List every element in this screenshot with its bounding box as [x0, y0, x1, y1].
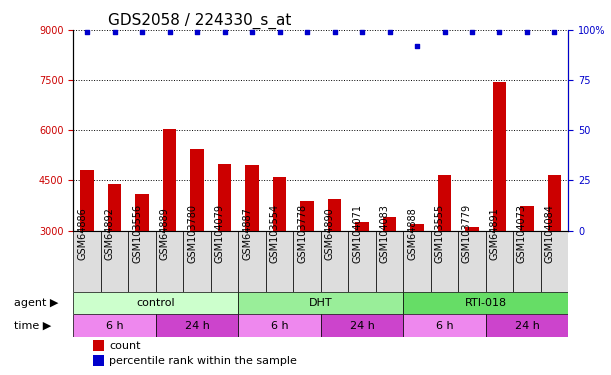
Bar: [93, 340, 104, 351]
Text: GSM103556: GSM103556: [132, 204, 142, 263]
Text: GSM64887: GSM64887: [242, 207, 252, 260]
Text: control: control: [136, 298, 175, 308]
Bar: [266, 231, 293, 291]
Bar: [73, 315, 156, 338]
Bar: [273, 177, 287, 231]
Text: time ▶: time ▶: [14, 321, 51, 331]
Bar: [486, 231, 513, 291]
Bar: [73, 231, 101, 291]
Bar: [80, 171, 94, 231]
Point: [110, 29, 120, 35]
Text: 6 h: 6 h: [106, 321, 123, 331]
Point: [302, 29, 312, 35]
Bar: [541, 231, 568, 291]
Text: agent ▶: agent ▶: [14, 298, 58, 308]
Point: [275, 29, 285, 35]
Text: DHT: DHT: [309, 298, 332, 308]
Text: GSM103779: GSM103779: [462, 204, 472, 263]
Point: [82, 29, 92, 35]
Bar: [382, 217, 397, 231]
Bar: [355, 222, 369, 231]
Bar: [156, 315, 238, 338]
Bar: [238, 315, 321, 338]
Text: 6 h: 6 h: [436, 321, 453, 331]
Text: RTI-018: RTI-018: [465, 298, 507, 308]
Point: [357, 29, 367, 35]
Bar: [431, 231, 458, 291]
Bar: [486, 315, 568, 338]
Bar: [135, 194, 149, 231]
Point: [165, 29, 175, 35]
Point: [137, 29, 147, 35]
Bar: [513, 231, 541, 291]
Text: GSM64890: GSM64890: [324, 207, 335, 260]
Point: [192, 29, 202, 35]
Bar: [245, 165, 259, 231]
Point: [220, 29, 230, 35]
Point: [550, 29, 560, 35]
Text: GDS2058 / 224330_s_at: GDS2058 / 224330_s_at: [108, 12, 291, 28]
Bar: [410, 224, 424, 231]
Bar: [327, 199, 342, 231]
Bar: [190, 149, 204, 231]
Bar: [183, 231, 211, 291]
Bar: [492, 82, 507, 231]
Bar: [108, 184, 122, 231]
Point: [495, 29, 505, 35]
Text: GSM64892: GSM64892: [104, 207, 115, 260]
Bar: [101, 231, 128, 291]
Text: GSM103778: GSM103778: [297, 204, 307, 263]
Text: GSM64886: GSM64886: [77, 207, 87, 260]
Bar: [93, 356, 104, 366]
Text: GSM64888: GSM64888: [407, 207, 417, 260]
Point: [330, 29, 340, 35]
Text: 6 h: 6 h: [271, 321, 288, 331]
Text: 24 h: 24 h: [349, 321, 375, 331]
Bar: [211, 231, 238, 291]
Bar: [437, 176, 452, 231]
Point: [467, 29, 477, 35]
Bar: [465, 227, 479, 231]
Bar: [128, 231, 156, 291]
Bar: [156, 231, 183, 291]
Text: percentile rank within the sample: percentile rank within the sample: [109, 356, 297, 366]
Text: count: count: [109, 341, 141, 351]
Text: GSM104084: GSM104084: [544, 204, 555, 263]
Text: GSM104079: GSM104079: [214, 204, 225, 263]
Bar: [218, 164, 232, 231]
Text: GSM64891: GSM64891: [489, 207, 500, 260]
Point: [522, 29, 532, 35]
Point: [412, 43, 422, 49]
Bar: [403, 315, 486, 338]
Bar: [73, 291, 238, 315]
Text: GSM64889: GSM64889: [159, 207, 170, 260]
Bar: [403, 231, 431, 291]
Bar: [300, 201, 314, 231]
Text: 24 h: 24 h: [514, 321, 540, 331]
Bar: [321, 315, 403, 338]
Text: GSM103780: GSM103780: [187, 204, 197, 263]
Text: 24 h: 24 h: [185, 321, 210, 331]
Point: [385, 29, 395, 35]
Text: GSM104073: GSM104073: [517, 204, 527, 263]
Text: GSM104071: GSM104071: [352, 204, 362, 263]
Bar: [238, 231, 266, 291]
Bar: [293, 231, 321, 291]
Text: GSM103555: GSM103555: [434, 204, 445, 263]
Bar: [348, 231, 376, 291]
Point: [440, 29, 450, 35]
Text: GSM104083: GSM104083: [379, 204, 390, 263]
Text: GSM103554: GSM103554: [269, 204, 280, 263]
Bar: [238, 291, 403, 315]
Bar: [376, 231, 403, 291]
Bar: [403, 291, 568, 315]
Bar: [520, 206, 534, 231]
Point: [247, 29, 257, 35]
Bar: [163, 129, 177, 231]
Bar: [321, 231, 348, 291]
Bar: [547, 176, 562, 231]
Bar: [458, 231, 486, 291]
